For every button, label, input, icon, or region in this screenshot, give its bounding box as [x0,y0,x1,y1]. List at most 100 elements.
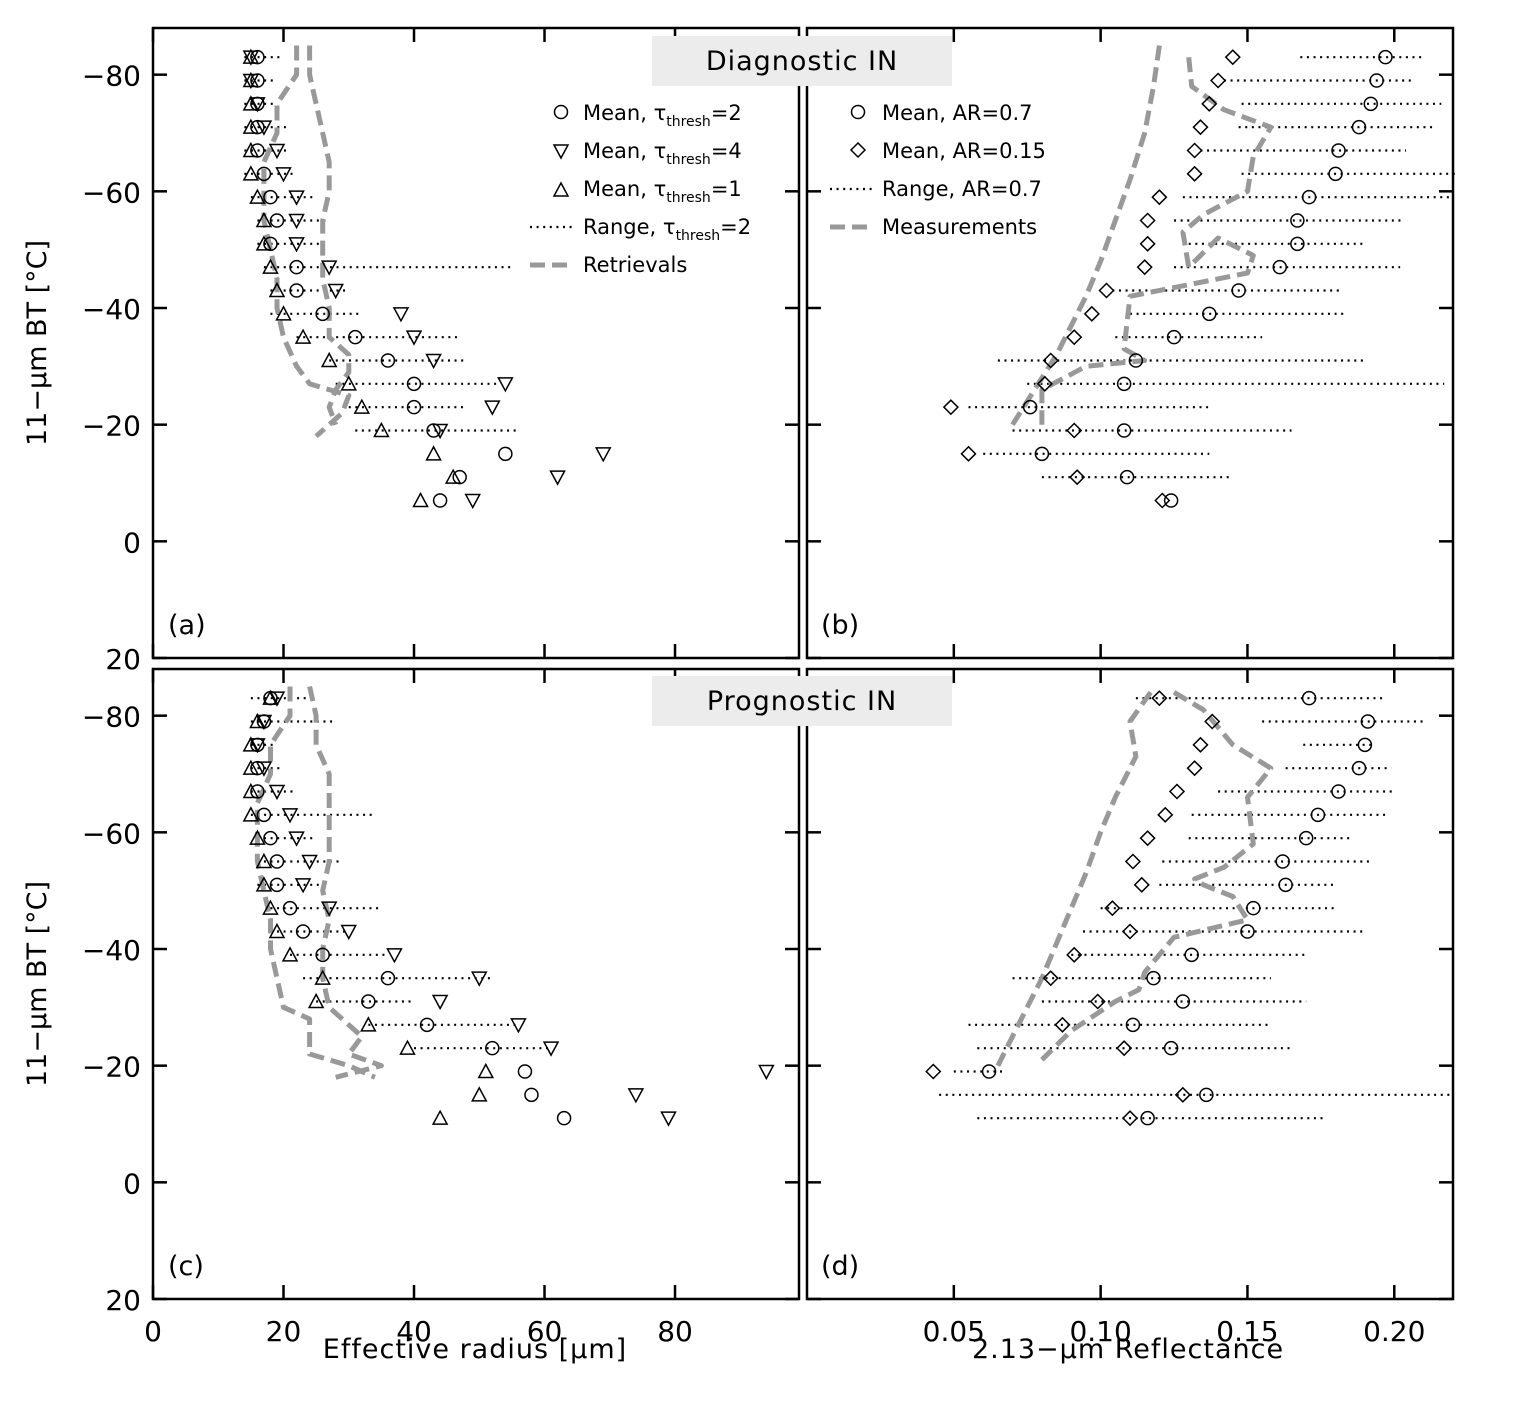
marker-tri-up-c [249,712,266,729]
marker-tri-down-a [425,353,442,370]
marker-tri-up-c [255,876,273,892]
marker-tri-down-a [594,447,612,463]
marker-tri-down-a [255,120,273,136]
marker-tri-up-a [255,235,273,251]
marker-circle-c [250,737,265,753]
marker-tri-up-c [242,759,260,775]
marker-diamond-b [960,445,977,462]
y-tick-label: 0 [123,1167,141,1200]
marker-diamond-b [942,399,959,416]
marker-circle-c [485,1040,500,1056]
marker-circle-a [250,119,265,135]
marker-circle-c [315,947,330,963]
panel-label-b: (b) [821,610,859,641]
marker-diamond-d [1104,900,1121,917]
marker-diamond-b [1042,352,1059,369]
marker-circle-d [1163,1040,1179,1056]
marker-tri-up-a [242,141,260,158]
marker-tri-up-a [294,328,312,344]
dashed-envelope-d [1040,690,1274,1062]
marker-tri-down-c [510,1018,527,1034]
marker-diamond-d [1121,923,1139,940]
marker-diamond-b [1192,119,1209,136]
marker-circle-b [1034,446,1050,462]
y-tick-label: −60 [82,817,141,850]
marker-circle-c [295,924,311,939]
marker-tri-down-a [268,143,286,160]
marker-tri-down-a [242,50,260,66]
marker-diamond-b [1136,259,1153,276]
marker-circle-b [1116,423,1132,438]
marker-tri-down-a [484,400,501,416]
panel-b-frame [805,26,1455,660]
marker-circle-b [1272,259,1288,275]
marker-circle-d [1298,830,1314,846]
marker-circle-a [263,189,278,205]
marker-tri-down-c [660,1111,677,1127]
marker-tri-up-a [255,211,273,228]
marker-diamond-d [1174,1086,1191,1103]
legend-marker-tri-up [552,181,570,197]
marker-circle-a [250,143,265,158]
x-tick-label: 0.20 [1363,1315,1425,1348]
dashed-envelope-a [307,45,352,426]
banner-top: Diagnostic IN [706,46,898,77]
marker-circle-d [1351,760,1367,776]
y-tick-label: −20 [82,410,141,443]
marker-tri-up-a [340,375,358,391]
marker-tri-down-c [301,854,318,871]
marker-tri-down-c [627,1088,645,1104]
marker-tri-up-c [314,969,331,985]
marker-tri-down-c [288,831,305,847]
marker-tri-up-a [242,118,260,134]
marker-tri-down-a [392,307,410,323]
marker-tri-up-c [399,1039,416,1055]
marker-tri-up-c [255,852,273,869]
y-tick-label: −80 [82,701,141,734]
legend-marker-tri-down [552,144,570,160]
panel-label-c: (c) [168,1251,204,1282]
marker-tri-up-c [477,1062,495,1079]
marker-circle-a [250,49,265,65]
marker-diamond-b [1083,305,1100,322]
marker-circle-d [1357,737,1373,753]
marker-circle-c [250,760,265,776]
marker-diamond-d [1186,760,1203,777]
legend-item-label: Mean, τthresh=1 [583,177,742,206]
marker-diamond-d [1116,1040,1133,1057]
y-tick-label: −40 [82,934,141,967]
marker-diamond-d [1054,1016,1071,1033]
marker-tri-down-a [288,190,305,206]
marker-tri-down-a [275,167,292,183]
marker-circle-a [263,236,278,252]
marker-circle-a [269,213,285,228]
marker-circle-b [1369,73,1384,88]
marker-diamond-b [1098,282,1115,299]
marker-circle-d [1146,970,1161,986]
marker-tri-up-c [249,829,266,845]
dashed-envelope-c [254,686,376,1080]
marker-diamond-d [1133,876,1150,893]
banner-top-box [652,36,952,86]
marker-circle-d [1246,900,1261,916]
marker-tri-down-c [542,1041,560,1057]
marker-circle-c [269,854,285,869]
legend-item-label: Range, τthresh=2 [583,215,751,244]
marker-circle-c [263,690,278,706]
marker-circle-a [256,166,272,182]
y-tick-label: 20 [105,1284,141,1317]
marker-tri-down-a [288,213,305,230]
marker-diamond-d [1121,1110,1139,1127]
marker-diamond-b [1069,469,1086,486]
marker-circle-c [361,994,376,1009]
marker-diamond-d [1139,830,1156,847]
marker-tri-up-a [268,281,286,298]
marker-tri-up-a [275,305,292,321]
marker-diamond-b [1036,375,1053,392]
panel-label-a: (a) [168,610,206,641]
x-tick-label: 0.15 [1216,1315,1278,1348]
marker-tri-down-a [549,470,566,486]
marker-circle-d [1301,690,1317,706]
marker-circle-a [432,493,448,508]
marker-circle-c [250,784,265,799]
